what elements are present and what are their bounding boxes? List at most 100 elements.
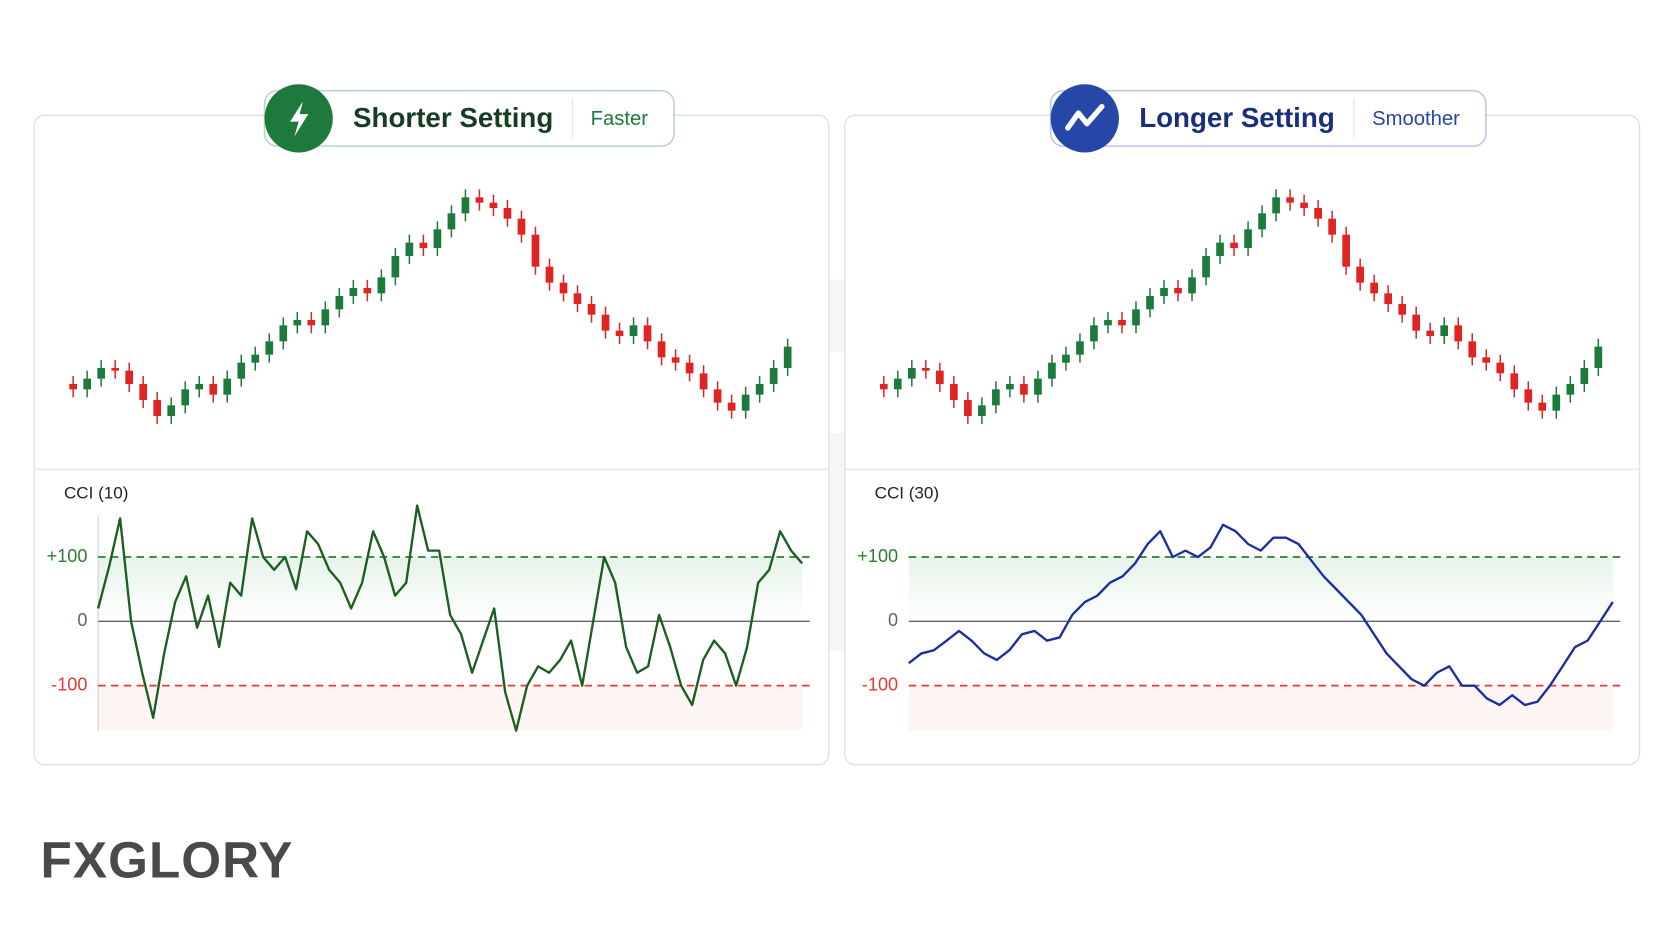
candle-body [475,197,484,203]
candle-body [209,384,218,395]
logo: FXGLORY [41,832,294,889]
candle-body [1062,354,1070,363]
candle-body [1510,373,1519,390]
candle-body [1538,402,1547,411]
candle-body [223,378,232,395]
candle-body [1160,288,1168,296]
candle-body [1146,296,1154,310]
candle-body [1524,389,1533,403]
candle-body [139,384,148,400]
y-tick-label: -100 [862,674,898,694]
candle-body [447,213,456,230]
candle-body [615,330,624,336]
candle-body [1440,325,1449,336]
candle-body [1244,229,1252,248]
candle-body [893,378,902,390]
cci-line [908,523,1614,707]
candle-body [335,296,344,310]
candle-body [181,389,190,406]
candle-body [629,325,638,336]
candle-body [405,242,414,256]
candle-body [685,362,694,374]
overbought-zone [908,557,1613,622]
candle-body [1426,330,1435,336]
candle-body [1412,314,1421,331]
panel [33,114,830,766]
candle-body [69,384,77,390]
candle-body [657,341,666,358]
candle-body [1468,341,1477,358]
candle-body [783,346,792,368]
candle-body [1566,384,1575,395]
chart-panel: Longer Setting Smoother CCI (30) +100 0 -100 [843,84,1641,766]
candle-body [1496,362,1505,374]
candle-body [531,234,540,267]
candle-body [307,320,316,326]
badge [1049,89,1487,147]
candle-body [251,354,260,363]
candle-body [1356,266,1364,283]
candle-body [921,368,930,371]
candle-body [153,400,162,416]
oversold-zone [908,685,1613,731]
candle-body [559,282,568,294]
candle-body [433,229,442,248]
candle-body [1048,362,1056,379]
y-tick-label: +100 [47,546,88,566]
candle-body [713,389,722,403]
candle-body [391,256,400,278]
candle-body [1258,213,1266,230]
candle-body [503,208,512,219]
indicator-label: CCI (30) [875,483,939,502]
candle-body [167,405,176,416]
candle-body [419,242,428,248]
candle-body [699,373,708,390]
candle-body [1272,197,1280,214]
chart-panel: Shorter Setting Faster CCI (10) +100 0 -100 [33,84,830,766]
candle-body [545,266,554,283]
trend-icon [1065,104,1105,131]
y-tick-label: +100 [857,546,898,566]
candle-body [321,309,330,326]
lightning-icon [290,101,309,137]
candle-body [1342,234,1350,267]
y-tick-label: 0 [888,610,898,630]
candle-body [1034,378,1042,395]
candle-body [643,325,652,342]
candle-body [489,202,498,208]
candle-body [1104,320,1112,326]
y-tick-label: -100 [51,674,87,694]
candle-body [1580,368,1589,384]
candle-body [363,288,372,294]
badge-title: Shorter Setting [353,102,553,133]
candle-body [978,405,986,416]
candle-body [293,320,302,326]
candle-body [1174,288,1182,294]
candle-body [1384,293,1393,304]
candle-body [461,197,470,214]
candle-body [279,325,288,342]
candle-body [377,277,386,294]
candle-body [1594,346,1603,368]
candle-body [125,370,134,384]
oversold-zone [98,685,803,731]
candle-body [1300,202,1308,208]
badge-title: Longer Setting [1139,102,1335,133]
candle-body [671,357,680,363]
candle-body [195,384,204,390]
badge-subtitle: Smoother [1372,108,1460,130]
candle-body [1132,309,1140,326]
candle-body [1552,394,1561,411]
candle-body [1020,384,1028,395]
y-tick-label: 0 [77,610,87,630]
candle-body [1202,256,1210,278]
candle-body [517,218,526,235]
candle-body [1118,320,1126,326]
candle-body [1314,208,1322,219]
candle-body [1006,384,1014,390]
candle-body [111,368,120,371]
candle-body [1090,325,1098,342]
candle-body [950,384,958,400]
candle-body [573,293,582,304]
